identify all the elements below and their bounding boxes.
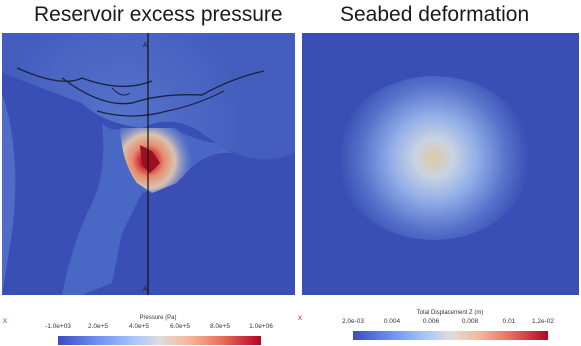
section-label-top: A: [143, 42, 148, 49]
displacement-tick-6: 1.2e-02: [531, 318, 555, 325]
left-margin-region: [2, 93, 16, 295]
uplift-region: [336, 76, 532, 240]
pressure-peak: [140, 145, 160, 173]
left-panel-title: Reservoir excess pressure: [34, 3, 283, 26]
deformation-map-panel: [302, 33, 579, 295]
fault-line-2: [61, 70, 265, 105]
pressure-map: A A': [2, 33, 295, 295]
right-panel-title: Seabed deformation: [340, 3, 530, 26]
displacement-tick-3: 0.006: [422, 318, 440, 325]
pressure-tick-2: 2.0e+5: [87, 323, 109, 330]
pressure-tick-1: -1.0e+03: [45, 323, 71, 330]
right-axis-marker: x: [298, 313, 302, 322]
pressure-tick-5: 8.0e+5: [209, 323, 231, 330]
displacement-colorbar: [353, 331, 548, 340]
pressure-tick-4: 6.0e+5: [169, 323, 191, 330]
displacement-tick-4: 0.008: [461, 318, 479, 325]
displacement-tick-2: 0.004: [383, 318, 401, 325]
pressure-colorbar: [58, 336, 261, 345]
displacement-colorbar-title: Total Displacement Z (m): [416, 310, 484, 316]
fault-line-1: [16, 67, 153, 88]
pressure-map-panel: A A': [2, 33, 295, 295]
fault-line-3: [96, 90, 225, 117]
fault-line-4: [111, 87, 131, 96]
pressure-tick-6: 1.0e+06: [249, 323, 273, 330]
left-axis-marker: x: [3, 316, 7, 325]
deformation-map: [302, 33, 579, 295]
pressure-tick-3: 4.0e+5: [128, 323, 150, 330]
displacement-tick-1: 2.0e-03: [341, 318, 365, 325]
pressure-colorbar-title: Pressure (Pa): [139, 315, 177, 321]
displacement-tick-5: 0.01: [502, 318, 516, 325]
pressure-hotspot: [120, 128, 222, 193]
section-label-bottom: A': [143, 286, 149, 293]
